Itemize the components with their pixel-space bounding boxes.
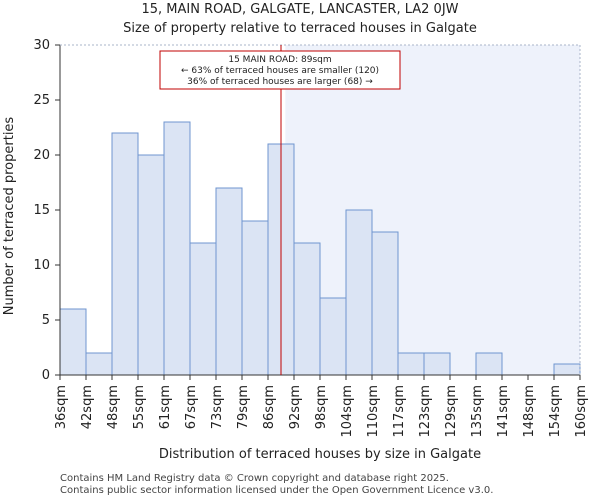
bar-48sqm xyxy=(111,132,139,376)
x-axis-label: Distribution of terraced houses by size … xyxy=(159,447,481,462)
annotation-box xyxy=(159,50,401,90)
x-tick-label-129sqm: 129sqm xyxy=(444,385,459,438)
x-tick-label-123sqm: 123sqm xyxy=(418,385,433,438)
x-tick-label-36sqm: 36sqm xyxy=(54,385,69,429)
bar-135sqm xyxy=(475,352,503,376)
bar-61sqm xyxy=(163,121,191,376)
y-tick-label-10: 10 xyxy=(33,258,50,273)
x-tick-label-104sqm: 104sqm xyxy=(340,385,355,438)
annotation-line2: ← 63% of terraced houses are smaller (12… xyxy=(181,66,379,76)
x-tick-label-141sqm: 141sqm xyxy=(496,385,511,438)
y-tick-label-20: 20 xyxy=(33,148,50,163)
x-tick-label-48sqm: 48sqm xyxy=(106,385,121,429)
x-tick-label-67sqm: 67sqm xyxy=(184,385,199,429)
bar-92sqm xyxy=(293,242,321,376)
bar-42sqm xyxy=(85,352,113,376)
bar-154sqm xyxy=(553,363,581,376)
bar-110sqm xyxy=(371,231,399,376)
y-tick-label-30: 30 xyxy=(33,38,50,53)
footer-line-2: Contains public sector information licen… xyxy=(60,485,494,496)
y-tick-label-15: 15 xyxy=(33,203,50,218)
x-tick-label-117sqm: 117sqm xyxy=(392,385,407,438)
x-tick-label-135sqm: 135sqm xyxy=(470,385,485,438)
x-tick-label-55sqm: 55sqm xyxy=(132,385,147,429)
y-tick-label-0: 0 xyxy=(42,368,50,383)
x-tick-label-98sqm: 98sqm xyxy=(314,385,329,429)
x-tick-label-154sqm: 154sqm xyxy=(548,385,563,438)
footer-line-1: Contains HM Land Registry data © Crown c… xyxy=(60,473,449,484)
y-axis-label: Number of terraced properties xyxy=(2,117,17,316)
annotation-line1: 15 MAIN ROAD: 89sqm xyxy=(228,55,331,65)
bar-36sqm xyxy=(59,308,87,376)
x-tick-label-148sqm: 148sqm xyxy=(522,385,537,438)
bar-73sqm xyxy=(215,187,243,376)
chart-title: 15, MAIN ROAD, GALGATE, LANCASTER, LA2 0… xyxy=(141,2,459,17)
x-tick-label-110sqm: 110sqm xyxy=(366,385,381,438)
bar-123sqm xyxy=(423,352,451,376)
chart-subtitle: Size of property relative to terraced ho… xyxy=(123,21,477,36)
x-tick-label-61sqm: 61sqm xyxy=(158,385,173,429)
x-tick-label-160sqm: 160sqm xyxy=(574,385,589,438)
y-tick-label-5: 5 xyxy=(42,313,50,328)
bar-117sqm xyxy=(397,352,425,376)
x-tick-label-92sqm: 92sqm xyxy=(288,385,303,429)
bar-79sqm xyxy=(241,220,269,376)
y-tick-label-25: 25 xyxy=(33,93,50,108)
bar-104sqm xyxy=(345,209,373,376)
bar-98sqm xyxy=(319,297,347,376)
annotation-line3: 36% of terraced houses are larger (68) → xyxy=(187,77,373,87)
bar-67sqm xyxy=(189,242,217,376)
x-tick-label-42sqm: 42sqm xyxy=(80,385,95,429)
bar-55sqm xyxy=(137,154,165,376)
x-tick-label-86sqm: 86sqm xyxy=(262,385,277,429)
x-tick-label-79sqm: 79sqm xyxy=(236,385,251,429)
x-tick-label-73sqm: 73sqm xyxy=(210,385,225,429)
